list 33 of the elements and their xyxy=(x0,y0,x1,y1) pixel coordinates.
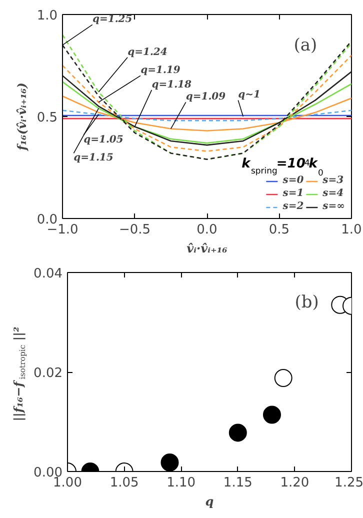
x-axis-title: v̂ᵢ·v̂ᵢ₊₁₆ xyxy=(186,242,228,256)
legend-label: s=2 xyxy=(282,201,304,212)
annotation: q=1.09 xyxy=(186,92,226,103)
x-tick-label: −0.5 xyxy=(118,222,151,238)
legend-label: s=4 xyxy=(322,188,344,199)
y-axis-title: f₁₆(v̂ᵢ·v̂ᵢ₊₁₆) xyxy=(14,82,29,152)
annotation: q=1.25 xyxy=(92,14,132,26)
x-tick-label: 0.5 xyxy=(268,222,290,238)
y-tick-label: 1.0 xyxy=(36,8,58,24)
line-series xyxy=(62,110,352,122)
legend-label: s=3 xyxy=(322,175,344,186)
annotation: q=1.15 xyxy=(74,152,114,164)
legend-label: s=0 xyxy=(282,175,304,186)
annotation: (a) xyxy=(294,35,318,56)
legend-label: s=∞ xyxy=(322,201,345,212)
annotation: (b) xyxy=(294,292,319,312)
annotation: q=1.05 xyxy=(84,134,124,146)
x-axis-title: q xyxy=(205,494,214,508)
annotation: q~1 xyxy=(238,90,260,100)
y-tick-label: 0.02 xyxy=(34,366,63,381)
x-tick-label: 1.05 xyxy=(110,476,139,490)
y-tick-label: 0.04 xyxy=(34,266,63,282)
x-tick-label: 1.10 xyxy=(166,476,196,490)
annotation: q=1.24 xyxy=(128,47,168,58)
annotation: q=1.18 xyxy=(152,80,192,91)
x-tick-label: 1.25 xyxy=(334,476,363,490)
annotation: q=1.19 xyxy=(140,65,180,76)
legend-label: s=1 xyxy=(282,188,304,199)
y-tick-label: 0.5 xyxy=(36,110,58,126)
x-tick-label: 1.20 xyxy=(280,476,310,490)
x-tick-label: 0.0 xyxy=(196,222,218,238)
x-tick-label: 1.0 xyxy=(341,222,362,238)
x-tick-label: 1.15 xyxy=(223,476,252,490)
